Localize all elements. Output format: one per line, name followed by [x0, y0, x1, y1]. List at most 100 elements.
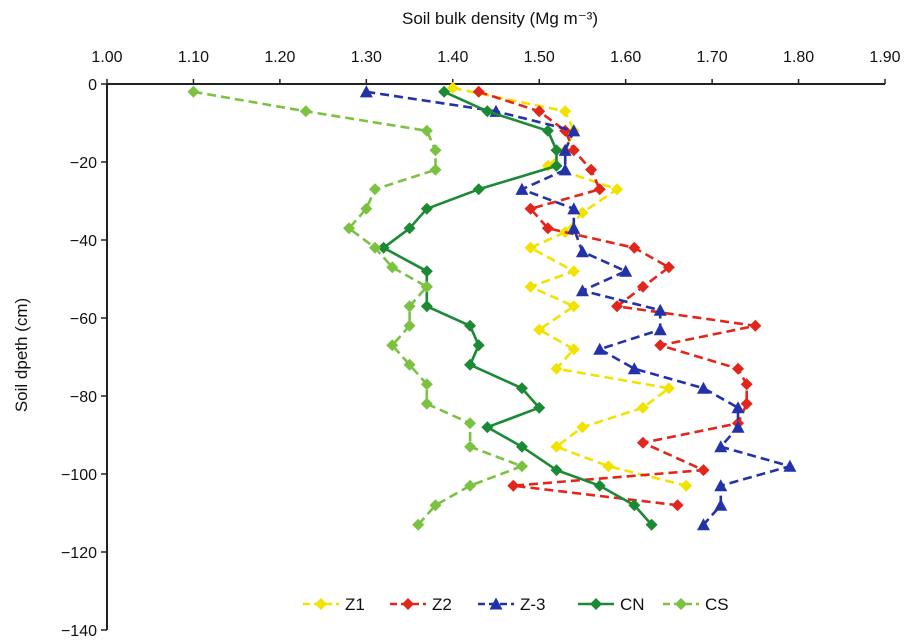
data-point-z2 [524, 202, 537, 215]
x-tick-label: 1.50 [524, 49, 555, 66]
data-point-z2 [654, 339, 667, 352]
data-point-cn [472, 339, 485, 352]
data-point-cn [403, 222, 416, 235]
series-z3 [359, 85, 797, 531]
data-point-z2 [593, 183, 606, 196]
data-point-z1 [567, 300, 580, 313]
legend-item-z1[interactable]: Z1 [303, 595, 365, 614]
x-tick-label: 1.80 [783, 49, 814, 66]
y-tick-label: −100 [61, 467, 97, 484]
x-tick-label: 1.40 [437, 49, 468, 66]
data-point-cs [412, 518, 425, 531]
data-point-cs [386, 339, 399, 352]
data-point-z2 [671, 499, 684, 512]
data-point-z2 [697, 464, 710, 477]
data-point-cs [429, 499, 442, 512]
data-point-cs [429, 144, 442, 157]
data-point-z3 [567, 124, 581, 137]
legend-marker-z3 [489, 597, 503, 610]
data-point-z1 [602, 460, 615, 473]
data-point-cs [429, 163, 442, 176]
data-point-z3 [515, 182, 529, 195]
data-point-cs [343, 222, 356, 235]
data-point-z3 [696, 518, 710, 531]
y-tick-label: −40 [70, 233, 97, 250]
legend-marker-cs [675, 598, 687, 610]
legend-label-cs: CS [705, 595, 729, 614]
data-point-cs [420, 280, 433, 293]
legend[interactable]: Z1 Z2 Z-3 CN CS [303, 595, 729, 614]
y-tick-label: −120 [61, 545, 97, 562]
data-point-cn [481, 421, 494, 434]
data-point-z2 [611, 300, 624, 313]
data-point-z3 [359, 85, 373, 98]
legend-marker-cn [590, 598, 602, 610]
data-point-z3 [653, 323, 667, 336]
data-point-z2 [533, 105, 546, 118]
x-tick-label: 1.70 [697, 49, 728, 66]
y-tick-label: −80 [70, 389, 97, 406]
x-tick-label: 1.00 [91, 49, 122, 66]
legend-item-cn[interactable]: CN [578, 595, 645, 614]
data-point-z2 [585, 163, 598, 176]
data-point-cs [368, 241, 381, 254]
data-point-cs [403, 300, 416, 313]
legend-marker-z1 [315, 598, 327, 610]
data-point-z1 [533, 323, 546, 336]
data-point-z3 [714, 479, 728, 492]
data-point-cs [420, 378, 433, 391]
data-point-cs [464, 479, 477, 492]
data-point-z3 [714, 498, 728, 511]
x-tick-label: 1.10 [178, 49, 209, 66]
x-tick-label: 1.60 [610, 49, 641, 66]
data-point-z1 [576, 421, 589, 434]
series-z1 [446, 81, 693, 492]
data-point-cs [360, 202, 373, 215]
x-axis-title: Soil bulk density (Mg m⁻³) [402, 9, 598, 28]
series-z2 [472, 85, 762, 512]
legend-label-z2: Z2 [432, 595, 452, 614]
legend-item-cs[interactable]: CS [663, 595, 729, 614]
y-tick-label: −20 [70, 155, 97, 172]
data-point-cs [299, 105, 312, 118]
data-point-cs [403, 358, 416, 371]
data-point-cn [515, 382, 528, 395]
data-point-cn [438, 85, 451, 98]
data-point-cn [550, 464, 563, 477]
data-point-z2 [662, 261, 675, 274]
legend-label-z3: Z-3 [520, 595, 546, 614]
data-point-z2 [740, 378, 753, 391]
data-point-cs [464, 417, 477, 430]
legend-item-z2[interactable]: Z2 [390, 595, 452, 614]
data-point-cn [533, 401, 546, 414]
legend-label-z1: Z1 [345, 595, 365, 614]
data-point-z2 [472, 85, 485, 98]
data-point-cs [420, 397, 433, 410]
y-tick-label: −140 [61, 623, 97, 640]
data-point-z1 [680, 479, 693, 492]
y-tick-label: 0 [88, 77, 97, 94]
data-point-cn [420, 265, 433, 278]
data-point-cs [515, 460, 528, 473]
data-point-z3 [653, 303, 667, 316]
data-point-cn [472, 183, 485, 196]
data-point-z2 [636, 436, 649, 449]
data-point-z3 [567, 221, 581, 234]
data-point-z1 [662, 382, 675, 395]
x-tick-label: 1.90 [869, 49, 900, 66]
data-point-z3 [575, 245, 589, 258]
data-point-z3 [731, 401, 745, 414]
x-tick-label: 1.30 [351, 49, 382, 66]
data-point-z2 [567, 144, 580, 157]
data-point-cn [515, 440, 528, 453]
data-point-cn [550, 159, 563, 172]
data-point-cn [550, 144, 563, 157]
data-point-z1 [611, 183, 624, 196]
series-line-cs [193, 90, 524, 526]
data-point-z1 [524, 241, 537, 254]
legend-item-z3[interactable]: Z-3 [478, 595, 546, 614]
data-point-z3 [627, 362, 641, 375]
data-point-z3 [731, 420, 745, 433]
data-point-cs [368, 183, 381, 196]
